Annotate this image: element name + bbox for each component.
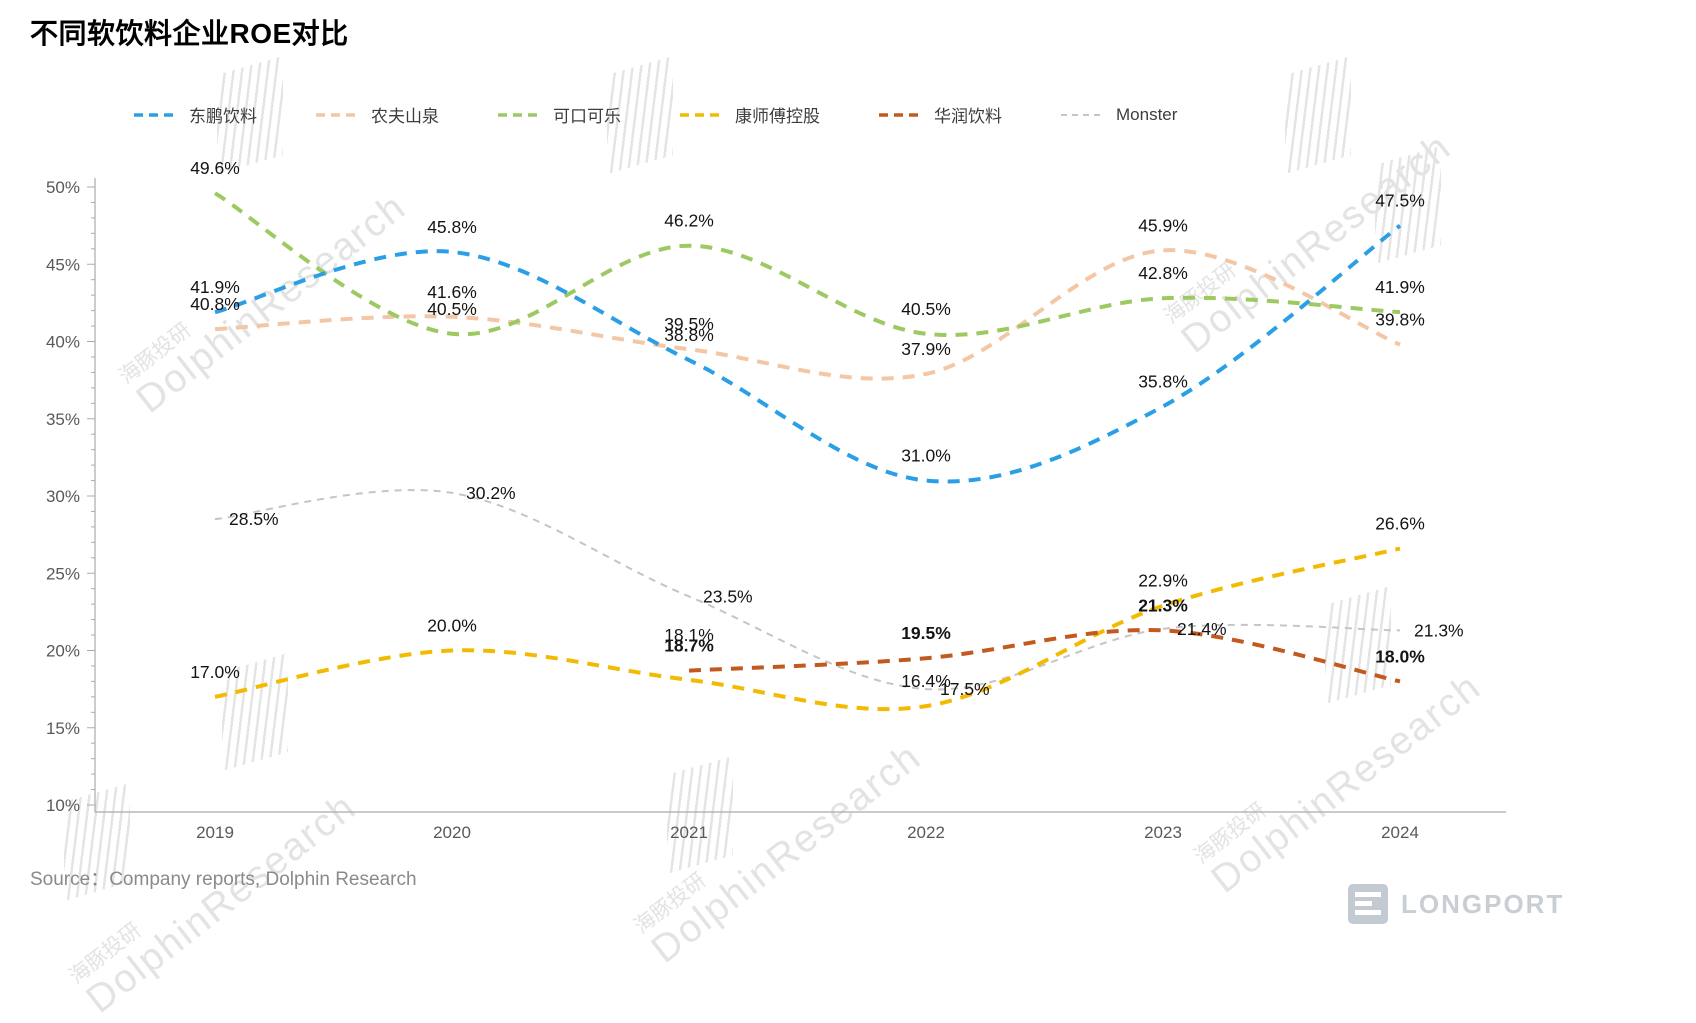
x-tick-label: 2024 <box>1381 823 1419 842</box>
y-tick-label: 25% <box>46 564 80 583</box>
data-label-3-2: 18.1% <box>664 625 714 645</box>
legend-swatch <box>134 112 178 117</box>
y-tick-label: 35% <box>46 410 80 429</box>
series-line-0 <box>214 224 1402 484</box>
data-label-0-5: 47.5% <box>1375 191 1425 211</box>
data-label-0-2: 38.8% <box>664 325 714 345</box>
y-tick-label: 10% <box>46 796 80 815</box>
data-label-3-0: 17.0% <box>190 662 240 682</box>
legend: 东鹏饮料 农夫山泉 可口可乐 康师傅控股 华润饮料 Monster <box>133 102 1177 127</box>
data-label-5-5: 21.3% <box>1414 620 1464 640</box>
data-label-5-1: 30.2% <box>466 483 516 503</box>
x-tick-label: 2021 <box>670 823 708 842</box>
data-label-5-2: 23.5% <box>703 586 753 606</box>
data-label-2-2: 46.2% <box>664 211 714 231</box>
legend-label: 康师傅控股 <box>735 107 820 126</box>
legend-item-2: 可口可乐 <box>497 102 621 127</box>
y-tick-label: 50% <box>46 178 80 197</box>
source-note: Source：Company reports, Dolphin Research <box>30 869 417 890</box>
data-label-0-3: 31.0% <box>901 446 951 466</box>
data-label-5-0: 28.5% <box>229 509 279 529</box>
y-tick-label: 20% <box>46 642 80 661</box>
data-label-1-1: 41.6% <box>427 282 477 302</box>
longport-logo: LONGPORT <box>1348 884 1564 924</box>
legend-label: Monster <box>1116 104 1178 124</box>
data-label-2-5: 41.9% <box>1375 277 1425 297</box>
legend-item-1: 农夫山泉 <box>315 102 439 127</box>
data-label-0-4: 35.8% <box>1138 371 1188 391</box>
legend-label: 华润饮料 <box>934 107 1002 126</box>
x-tick-label: 2022 <box>907 823 945 842</box>
series-line-5 <box>214 489 1401 691</box>
data-label-2-0: 49.6% <box>190 158 240 178</box>
longport-logo-text: LONGPORT <box>1401 888 1565 919</box>
x-tick-label: 2023 <box>1144 823 1182 842</box>
x-tick-label: 2020 <box>433 823 471 842</box>
y-tick-label: 40% <box>46 333 80 352</box>
legend-item-3: 康师傅控股 <box>679 102 820 127</box>
legend-label: 可口可乐 <box>553 107 621 126</box>
data-label-1-5: 39.8% <box>1375 310 1425 330</box>
data-label-4-4: 21.3% <box>1138 595 1188 615</box>
data-label-1-0: 40.8% <box>190 294 240 314</box>
chart-title: 不同软饮料企业ROE对比 <box>30 18 349 49</box>
data-label-5-3: 17.5% <box>940 679 990 699</box>
data-label-1-4: 45.9% <box>1138 215 1188 235</box>
legend-swatch <box>680 112 724 117</box>
y-tick-label: 45% <box>46 255 80 274</box>
data-label-0-1: 45.8% <box>427 217 477 237</box>
legend-swatch <box>1061 113 1105 116</box>
data-label-3-4: 22.9% <box>1138 571 1188 591</box>
series-line-2 <box>213 191 1401 337</box>
data-label-1-3: 37.9% <box>901 339 951 359</box>
x-tick-label: 2019 <box>196 823 234 842</box>
legend-swatch <box>879 112 923 117</box>
series-line-3 <box>214 546 1401 712</box>
legend-item-4: 华润饮料 <box>878 102 1002 127</box>
data-label-0-0: 41.9% <box>190 277 240 297</box>
series-line-1 <box>214 248 1401 381</box>
data-label-4-5: 18.0% <box>1375 646 1425 666</box>
data-label-4-2: 18.7% <box>664 636 714 656</box>
data-label-2-4: 42.8% <box>1138 263 1188 283</box>
data-label-5-4: 21.4% <box>1177 619 1227 639</box>
legend-label: 东鹏饮料 <box>189 107 257 126</box>
data-label-1-2: 39.5% <box>664 314 714 334</box>
legend-swatch <box>498 112 542 117</box>
y-tick-label: 15% <box>46 719 80 738</box>
data-label-2-3: 40.5% <box>901 299 951 319</box>
series-line-4 <box>688 628 1401 684</box>
legend-swatch <box>316 112 360 117</box>
legend-item-0: 东鹏饮料 <box>133 102 257 127</box>
legend-label: 农夫山泉 <box>371 107 439 126</box>
data-label-2-1: 40.5% <box>427 299 477 319</box>
data-label-3-1: 20.0% <box>427 616 477 636</box>
longport-logo-icon <box>1348 884 1388 924</box>
data-label-3-3: 16.4% <box>901 671 951 691</box>
legend-item-5: Monster <box>1060 105 1177 125</box>
data-label-3-5: 26.6% <box>1375 514 1425 534</box>
data-label-4-3: 19.5% <box>901 623 951 643</box>
y-tick-label: 30% <box>46 487 80 506</box>
